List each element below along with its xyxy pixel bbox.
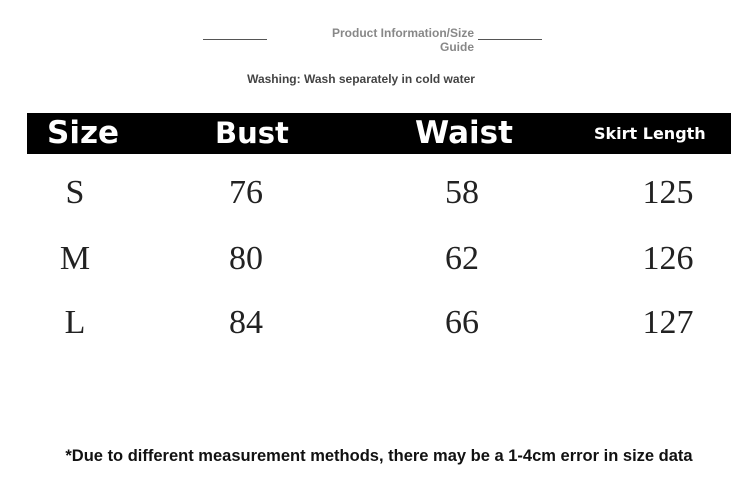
measurement-note: *Due to different measurement methods, t… xyxy=(65,447,693,465)
washing-instructions: Washing: Wash separately in cold water xyxy=(247,72,475,86)
page-title: Product Information/Size Guide xyxy=(331,26,474,54)
table-cell: 62 xyxy=(445,240,479,277)
table-cell: 66 xyxy=(445,304,479,341)
table-cell: 126 xyxy=(642,240,694,277)
table-cell: 125 xyxy=(642,174,694,211)
table-cell: M xyxy=(59,240,91,277)
table-cell: 76 xyxy=(229,174,263,211)
table-cell: S xyxy=(65,174,85,211)
table-cell: L xyxy=(64,304,86,341)
table-cell: 58 xyxy=(445,174,479,211)
column-header-size: Size xyxy=(47,115,120,151)
column-header-skirt-length: Skirt Length xyxy=(594,124,706,143)
table-cell: 80 xyxy=(229,240,263,277)
divider-left xyxy=(203,39,267,40)
column-header-bust: Bust xyxy=(215,116,289,150)
column-header-waist: Waist xyxy=(415,115,513,151)
table-header: Size Bust Waist Skirt Length xyxy=(27,113,731,154)
divider-right xyxy=(478,39,542,40)
table-cell: 127 xyxy=(642,304,694,341)
table-cell: 84 xyxy=(229,304,263,341)
